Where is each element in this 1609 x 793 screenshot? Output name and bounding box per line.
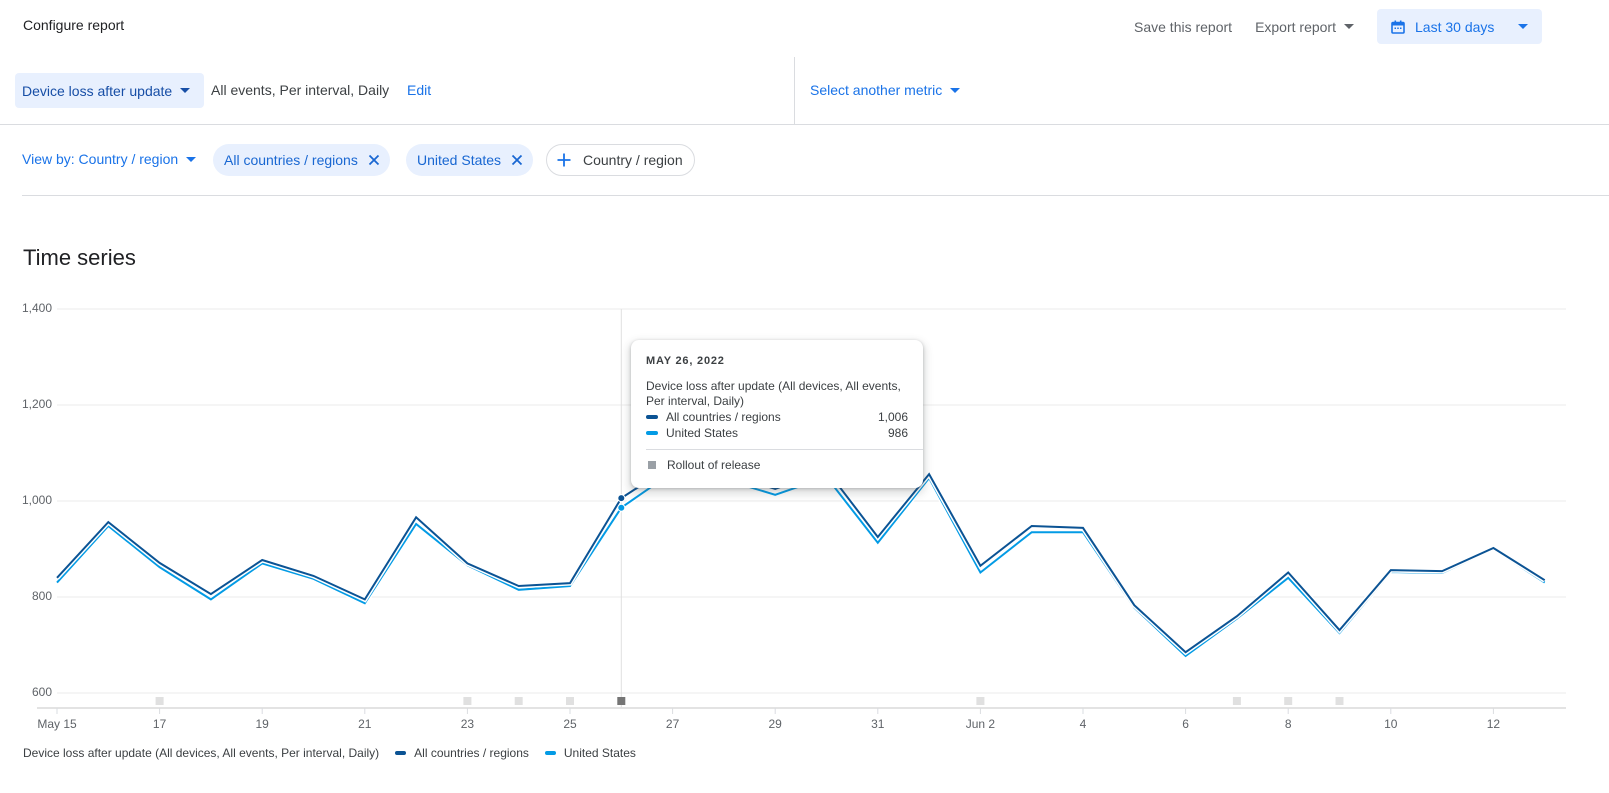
x-axis-tick: 19: [255, 717, 269, 731]
caret-down-icon: [186, 156, 197, 162]
annotation-marker[interactable]: [1335, 697, 1344, 705]
hover-point: [617, 494, 626, 503]
annotation-marker[interactable]: [1284, 697, 1293, 705]
divider: [794, 57, 795, 124]
x-axis-tick: 21: [358, 717, 372, 731]
x-axis-tick: 6: [1182, 717, 1189, 731]
chart-tooltip: MAY 26, 2022 Device loss after update (A…: [631, 340, 923, 488]
add-country-chip[interactable]: Country / region: [546, 144, 695, 176]
x-axis-tick: 31: [871, 717, 885, 731]
x-axis-tick: May 15: [37, 717, 77, 731]
x-axis-tick: Jun 2: [965, 717, 996, 731]
filter-chip-united-states[interactable]: United States: [406, 144, 534, 176]
annotation-marker[interactable]: [463, 697, 472, 705]
divider: [646, 449, 923, 450]
annotation-marker[interactable]: [1232, 697, 1241, 705]
view-by-selector[interactable]: View by: Country / region: [22, 151, 197, 167]
save-report-label: Save this report: [1134, 18, 1233, 35]
metric-row: Device loss after update All events, Per…: [0, 57, 1609, 125]
page-title: Configure report: [23, 17, 125, 33]
edit-metric-link[interactable]: Edit: [407, 82, 432, 98]
divider: [22, 195, 1609, 196]
date-range-label: Last 30 days: [1415, 18, 1495, 35]
metric-selector-label: Device loss after update: [22, 82, 173, 99]
top-bar: Configure report Save this report Export…: [0, 0, 1609, 52]
tooltip-row-value: 1,006: [877, 410, 908, 424]
caret-down-icon: [1518, 24, 1528, 29]
calendar-icon: [1391, 20, 1405, 34]
series-swatch: [646, 431, 658, 435]
x-axis-tick: 12: [1486, 717, 1501, 731]
legend-item-united-states[interactable]: United States: [544, 746, 636, 760]
save-report-button[interactable]: Save this report: [1134, 19, 1232, 35]
annotation-marker[interactable]: [976, 697, 985, 705]
close-icon[interactable]: [368, 154, 380, 166]
y-axis-tick: 1,400: [21, 301, 52, 315]
tooltip-row: United States 986: [646, 425, 908, 441]
close-icon[interactable]: [511, 154, 523, 166]
metric-description: All events, Per interval, Daily: [211, 82, 390, 98]
y-axis-tick: 600: [31, 685, 52, 699]
x-axis-tick: 17: [152, 717, 167, 731]
y-axis-tick: 1,000: [21, 493, 52, 507]
caret-down-icon: [950, 87, 961, 93]
x-axis-tick: 23: [460, 717, 475, 731]
export-report-button[interactable]: Export report: [1255, 19, 1354, 35]
annotation-square-icon: [648, 461, 656, 469]
plus-icon: [557, 153, 571, 167]
y-axis-tick: 800: [31, 589, 52, 603]
export-report-label: Export report: [1255, 18, 1336, 35]
annotation-marker[interactable]: [514, 697, 523, 705]
legend-item-label: All countries / regions: [414, 746, 529, 760]
view-by-label: View by: Country / region: [22, 151, 179, 167]
legend-title: Device loss after update (All devices, A…: [23, 746, 380, 760]
section-title: Time series: [23, 245, 136, 270]
legend-item-label: United States: [563, 746, 636, 760]
x-axis-tick: 29: [768, 717, 782, 731]
tooltip-row-label: United States: [666, 426, 739, 440]
x-axis-tick: 4: [1079, 717, 1087, 731]
chart-legend: Device loss after update (All devices, A…: [23, 746, 636, 760]
add-country-label: Country / region: [583, 152, 683, 168]
series-swatch: [646, 415, 658, 419]
annotation-marker[interactable]: [617, 697, 626, 705]
date-range-button[interactable]: Last 30 days: [1377, 9, 1542, 44]
tooltip-row-value: 986: [887, 426, 908, 440]
chip-label: All countries / regions: [224, 152, 358, 168]
x-axis-tick: 25: [563, 717, 577, 731]
tooltip-row-label: All countries / regions: [666, 410, 781, 424]
tooltip-row: All countries / regions 1,006: [646, 409, 908, 425]
annotation-marker[interactable]: [155, 697, 164, 705]
select-another-metric-label: Select another metric: [810, 82, 943, 98]
top-actions: Save this report Export report Last 30 d…: [1134, 9, 1542, 44]
y-axis-tick: 1,200: [21, 397, 52, 411]
series-swatch: [395, 751, 407, 755]
legend-item-all-countries[interactable]: All countries / regions: [395, 746, 529, 760]
select-another-metric-button[interactable]: Select another metric: [810, 82, 961, 98]
tooltip-annotation-label: Rollout of release: [667, 458, 761, 472]
tooltip-description: Device loss after update (All devices, A…: [646, 379, 901, 408]
series-line[interactable]: [56, 463, 1546, 654]
filter-row: View by: Country / region All countries …: [0, 125, 1609, 196]
hover-point: [617, 503, 626, 512]
series-swatch: [544, 751, 556, 755]
caret-down-icon: [1344, 24, 1354, 29]
metric-selector[interactable]: Device loss after update: [15, 73, 205, 108]
x-axis-tick: 8: [1284, 717, 1292, 731]
x-axis-tick: 27: [665, 717, 680, 731]
chip-label: United States: [417, 152, 502, 168]
tooltip-date: MAY 26, 2022: [646, 355, 725, 367]
tooltip-annotation: Rollout of release: [646, 458, 908, 472]
filter-chip-all-countries[interactable]: All countries / regions: [213, 144, 390, 176]
annotation-marker[interactable]: [566, 697, 574, 705]
x-axis-tick: 10: [1384, 717, 1398, 731]
caret-down-icon: [180, 88, 191, 93]
